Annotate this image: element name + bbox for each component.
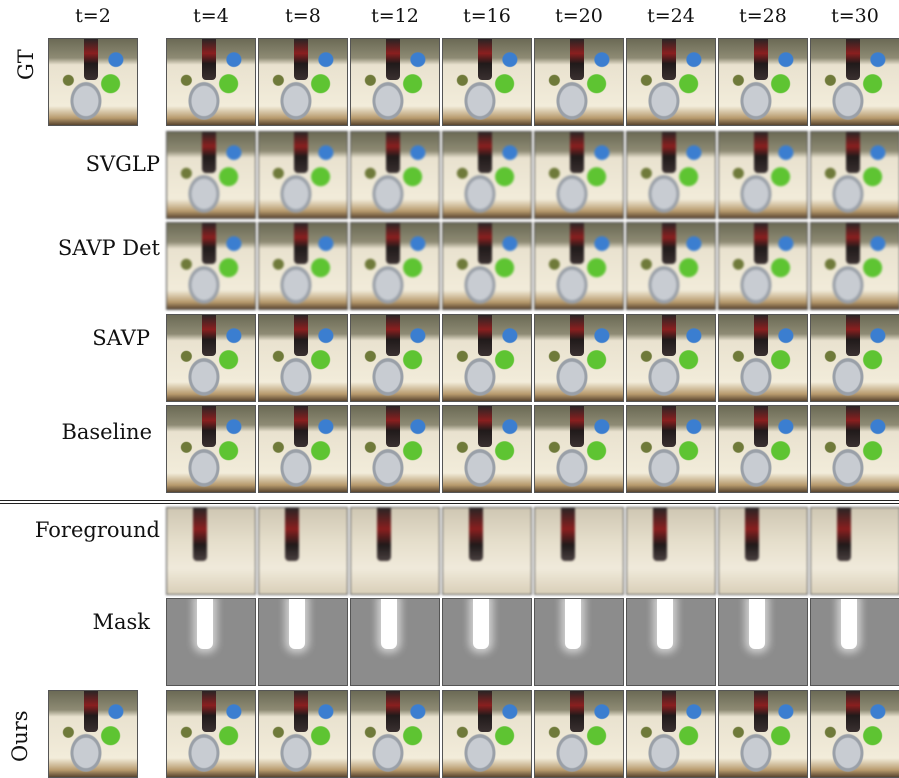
ours-frame: [626, 690, 716, 778]
svglp-frame: [258, 131, 348, 219]
col-header-t28: t=28: [739, 5, 787, 27]
row-label-savp: SAVP: [92, 326, 150, 350]
col-header-t30: t=30: [831, 5, 879, 27]
baseline-frame: [718, 405, 808, 493]
row-label-baseline: Baseline: [61, 420, 152, 444]
mask-frame: [350, 598, 440, 686]
foreground-frame: [258, 507, 348, 595]
gt-frame-t2: [48, 38, 138, 126]
gt-frame: [442, 38, 532, 126]
gt-frame: [166, 38, 256, 126]
foreground-frame: [626, 507, 716, 595]
svglp-frame: [166, 131, 256, 219]
ours-frame: [258, 690, 348, 778]
mask-frame: [442, 598, 532, 686]
row-label-savp-det: SAVP Det: [57, 236, 160, 260]
svglp-frame: [810, 131, 899, 219]
col-header-t24: t=24: [647, 5, 695, 27]
row-label-mask: Mask: [92, 610, 150, 634]
svglp-frame: [350, 131, 440, 219]
ours-frame: [442, 690, 532, 778]
mask-frame: [534, 598, 624, 686]
ours-frame: [166, 690, 256, 778]
ours-frame: [718, 690, 808, 778]
row-label-foreground: Foreground: [34, 518, 160, 542]
gt-frame: [534, 38, 624, 126]
savp-det-frame: [718, 222, 808, 310]
baseline-frame: [442, 405, 532, 493]
svglp-frame: [534, 131, 624, 219]
savp-frame: [534, 314, 624, 402]
section-divider-bottom: [0, 503, 899, 504]
gt-frame: [718, 38, 808, 126]
section-divider-top: [0, 500, 899, 501]
savp-frame: [718, 314, 808, 402]
foreground-frame: [718, 507, 808, 595]
row-label-svglp: SVGLP: [85, 152, 160, 176]
gt-frame: [810, 38, 899, 126]
gt-frame: [258, 38, 348, 126]
baseline-frame: [626, 405, 716, 493]
foreground-frame: [810, 507, 899, 595]
mask-frame: [166, 598, 256, 686]
row-label-ours: Ours: [8, 710, 32, 762]
svglp-frame: [718, 131, 808, 219]
savp-frame: [626, 314, 716, 402]
savp-det-frame: [442, 222, 532, 310]
baseline-frame: [350, 405, 440, 493]
baseline-frame: [810, 405, 899, 493]
ours-frame: [534, 690, 624, 778]
savp-det-frame: [350, 222, 440, 310]
foreground-frame: [534, 507, 624, 595]
col-header-t12: t=12: [371, 5, 419, 27]
mask-frame: [810, 598, 899, 686]
row-label-gt: GT: [14, 49, 38, 80]
svglp-frame: [626, 131, 716, 219]
savp-frame: [810, 314, 899, 402]
gt-frame: [626, 38, 716, 126]
col-header-t16: t=16: [463, 5, 511, 27]
baseline-frame: [258, 405, 348, 493]
savp-det-frame: [810, 222, 899, 310]
savp-frame: [258, 314, 348, 402]
mask-frame: [718, 598, 808, 686]
savp-det-frame: [534, 222, 624, 310]
savp-frame: [442, 314, 532, 402]
ours-frame: [350, 690, 440, 778]
savp-frame: [350, 314, 440, 402]
foreground-frame: [166, 507, 256, 595]
savp-frame: [166, 314, 256, 402]
savp-det-frame: [258, 222, 348, 310]
col-header-t20: t=20: [555, 5, 603, 27]
ours-frame: [810, 690, 899, 778]
col-header-t4: t=4: [193, 5, 229, 27]
mask-frame: [626, 598, 716, 686]
foreground-frame: [350, 507, 440, 595]
mask-frame: [258, 598, 348, 686]
baseline-frame: [166, 405, 256, 493]
ours-frame-t2: [48, 690, 138, 778]
col-header-t8: t=8: [285, 5, 321, 27]
foreground-frame: [442, 507, 532, 595]
col-header-t2: t=2: [75, 5, 111, 27]
savp-det-frame: [166, 222, 256, 310]
gt-frame: [350, 38, 440, 126]
svglp-frame: [442, 131, 532, 219]
baseline-frame: [534, 405, 624, 493]
savp-det-frame: [626, 222, 716, 310]
